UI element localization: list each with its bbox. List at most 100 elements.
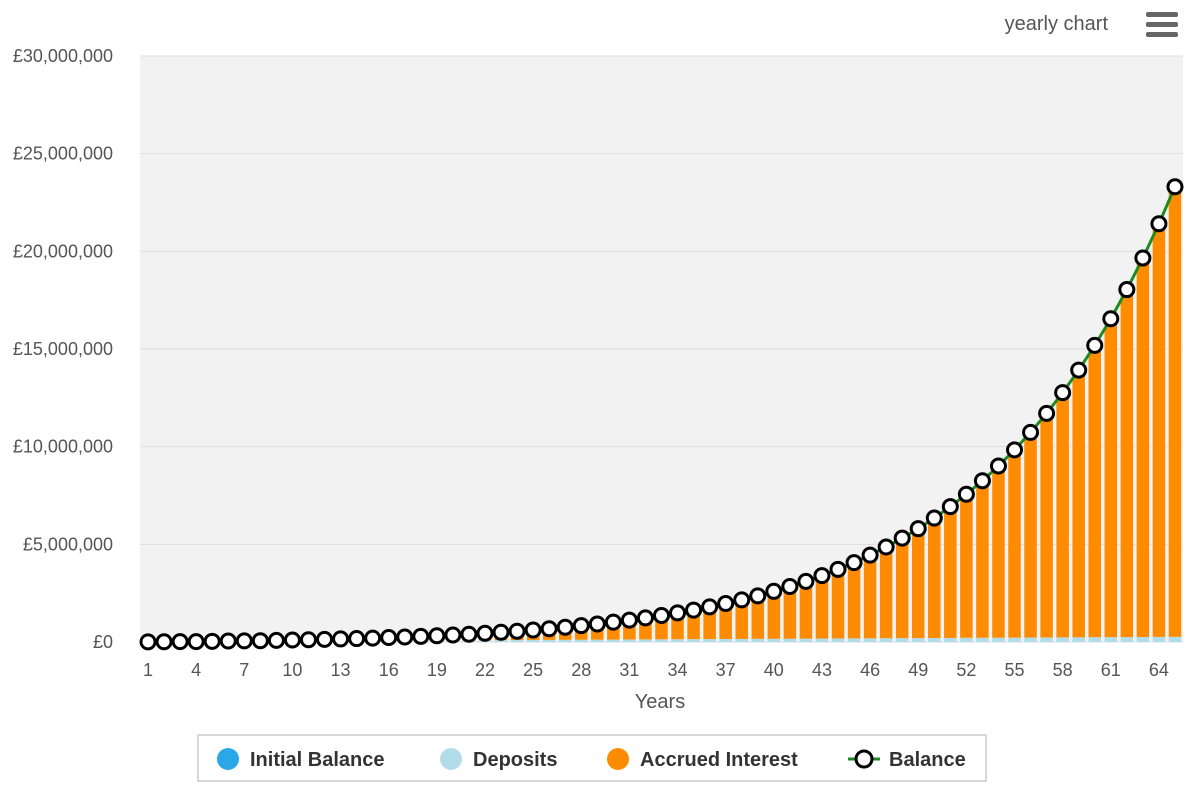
bar-accrued-interest[interactable] (751, 595, 765, 639)
bar-deposits[interactable] (911, 638, 925, 642)
balance-point[interactable] (139, 633, 157, 651)
chart-period-label[interactable]: yearly chart (1005, 13, 1109, 35)
bar-deposits[interactable] (879, 638, 893, 642)
bar-accrued-interest[interactable] (960, 494, 973, 638)
bar-deposits[interactable] (928, 637, 941, 642)
balance-point[interactable] (155, 633, 173, 651)
balance-point[interactable] (1086, 336, 1104, 354)
balance-point[interactable] (701, 598, 719, 616)
balance-point[interactable] (316, 630, 334, 648)
bar-accrued-interest[interactable] (1024, 432, 1037, 638)
balance-point[interactable] (653, 606, 670, 624)
balance-point[interactable] (412, 627, 430, 645)
balance-point[interactable] (685, 601, 703, 619)
bar-deposits[interactable] (815, 638, 829, 642)
balance-point[interactable] (973, 472, 991, 490)
balance-point[interactable] (813, 567, 831, 585)
bar-deposits[interactable] (526, 639, 540, 642)
balance-point[interactable] (669, 604, 687, 622)
bar-deposits[interactable] (895, 638, 909, 642)
balance-point[interactable] (492, 623, 510, 641)
balance-point[interactable] (1134, 249, 1152, 267)
bar-deposits[interactable] (494, 640, 508, 642)
legend-item-initial-balance[interactable]: Initial Balance (217, 748, 385, 771)
balance-point[interactable] (909, 520, 927, 538)
bar-accrued-interest[interactable] (735, 599, 748, 639)
balance-point[interactable] (861, 546, 879, 564)
bar-accrued-interest[interactable] (703, 606, 716, 640)
bar-deposits[interactable] (510, 640, 524, 642)
bar-deposits[interactable] (1120, 637, 1134, 642)
balance-point[interactable] (733, 591, 751, 609)
bar-deposits[interactable] (831, 638, 845, 642)
balance-point[interactable] (187, 633, 205, 651)
bar-deposits[interactable] (671, 639, 684, 642)
bar-deposits[interactable] (944, 637, 957, 642)
balance-point[interactable] (267, 631, 285, 649)
balance-point[interactable] (203, 632, 221, 650)
bar-accrued-interest[interactable] (1152, 223, 1166, 637)
bar-accrued-interest[interactable] (1056, 392, 1069, 638)
balance-point[interactable] (636, 609, 654, 627)
bar-deposits[interactable] (1024, 637, 1037, 642)
bar-accrued-interest[interactable] (1168, 186, 1182, 637)
bar-deposits[interactable] (783, 638, 797, 642)
bar-deposits[interactable] (591, 639, 604, 642)
bar-deposits[interactable] (558, 639, 572, 642)
balance-point[interactable] (1054, 384, 1072, 402)
bar-deposits[interactable] (976, 637, 989, 642)
bar-accrued-interest[interactable] (928, 518, 941, 638)
balance-point[interactable] (524, 621, 542, 639)
bar-accrued-interest[interactable] (1104, 318, 1118, 638)
balance-point[interactable] (893, 529, 911, 547)
balance-point[interactable] (396, 628, 414, 646)
bar-accrued-interest[interactable] (815, 575, 829, 639)
bar-deposits[interactable] (542, 639, 556, 642)
bar-deposits[interactable] (960, 637, 973, 642)
balance-point[interactable] (572, 617, 590, 635)
bar-accrued-interest[interactable] (1136, 258, 1150, 637)
balance-point[interactable] (989, 457, 1007, 475)
bar-accrued-interest[interactable] (1088, 345, 1102, 638)
bar-deposits[interactable] (1104, 637, 1118, 642)
bar-accrued-interest[interactable] (799, 581, 813, 639)
bar-accrued-interest[interactable] (1120, 289, 1134, 638)
balance-point[interactable] (283, 631, 301, 649)
legend-item-accrued-interest[interactable]: Accrued Interest (607, 748, 798, 771)
balance-point[interactable] (957, 485, 975, 503)
bar-deposits[interactable] (1136, 636, 1150, 642)
bar-accrued-interest[interactable] (944, 506, 957, 638)
balance-point[interactable] (797, 572, 815, 590)
balance-point[interactable] (348, 630, 366, 648)
balance-point[interactable] (540, 620, 558, 638)
balance-point[interactable] (925, 509, 943, 527)
balance-point[interactable] (781, 578, 799, 596)
balance-point[interactable] (1166, 178, 1184, 196)
bar-accrued-interest[interactable] (911, 528, 925, 639)
bar-accrued-interest[interactable] (783, 586, 797, 639)
bar-deposits[interactable] (847, 638, 861, 642)
balance-point[interactable] (1150, 215, 1168, 233)
balance-point[interactable] (845, 554, 863, 572)
hamburger-menu-icon[interactable] (1146, 12, 1178, 37)
bar-deposits[interactable] (687, 639, 700, 642)
bar-deposits[interactable] (863, 638, 877, 642)
bar-accrued-interest[interactable] (863, 555, 877, 639)
balance-point[interactable] (251, 632, 269, 650)
bar-deposits[interactable] (719, 639, 732, 642)
balance-point[interactable] (604, 613, 622, 631)
balance-point[interactable] (219, 632, 237, 650)
bar-accrued-interest[interactable] (992, 465, 1005, 638)
balance-point[interactable] (171, 633, 189, 651)
balance-point[interactable] (829, 560, 847, 578)
bar-accrued-interest[interactable] (719, 603, 732, 640)
balance-point[interactable] (749, 587, 767, 605)
bar-deposits[interactable] (655, 639, 668, 642)
balance-point[interactable] (476, 624, 494, 642)
balance-point[interactable] (1022, 423, 1040, 441)
balance-point[interactable] (1006, 441, 1024, 459)
balance-point[interactable] (235, 632, 253, 650)
bar-deposits[interactable] (623, 639, 636, 642)
bar-deposits[interactable] (1072, 637, 1085, 642)
bar-deposits[interactable] (992, 637, 1005, 642)
